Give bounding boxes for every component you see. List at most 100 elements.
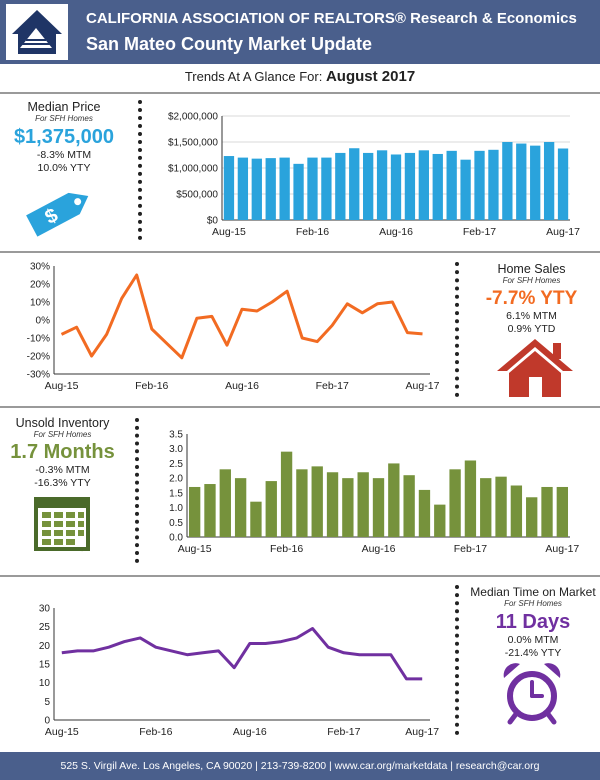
bar (403, 475, 415, 537)
car-logo (6, 4, 68, 60)
bar (474, 150, 485, 220)
bar (418, 489, 431, 537)
home-sales-chart: -30% -20% -10% 0% 10% 20% 30% Aug-15 Feb-16 Aug-1… (27, 262, 440, 393)
bar (265, 158, 276, 220)
y-tick-label: 10% (30, 298, 50, 309)
x-tick-label: Aug-17 (545, 543, 579, 555)
bar (510, 485, 523, 537)
x-tick-label: Feb-17 (463, 226, 496, 238)
x-tick-label: Aug-16 (379, 226, 413, 238)
divider (0, 251, 600, 253)
inventory-panel: Unsold Inventory For SFH Homes 1.7 Month… (0, 416, 125, 490)
home-sales-title: Home Sales (497, 262, 566, 276)
y-tick-label: 20% (30, 280, 50, 291)
bar (311, 466, 323, 537)
bar (234, 478, 247, 537)
bar (265, 481, 277, 537)
median-price-subtitle: For SFH Homes (35, 114, 93, 123)
y-tick-label: 2.5 (169, 459, 183, 470)
footer-bar: 525 S. Virgil Ave. Los Angeles, CA 90020… (0, 752, 600, 780)
y-tick-label: 1.5 (169, 488, 183, 499)
bar (188, 486, 201, 537)
median-price-yty: 10.0% YTY (37, 162, 91, 174)
house-icon (495, 335, 575, 399)
inventory-subtitle: For SFH Homes (33, 430, 92, 439)
inventory-value: 1.7 Months (10, 441, 115, 463)
divider (0, 406, 600, 408)
inventory-mtm: -0.3% MTM (35, 464, 90, 476)
bar (293, 163, 304, 220)
x-tick-label: Feb-16 (296, 226, 329, 238)
x-tick-label: Aug-15 (45, 380, 79, 392)
y-tick-label: 15 (39, 660, 51, 671)
x-tick-label: Aug-16 (225, 380, 259, 392)
y-tick-label: 0.0 (169, 533, 183, 544)
y-tick-label: 30% (30, 262, 50, 273)
bar (357, 472, 369, 537)
time-on-market-value: 11 Days (495, 611, 571, 633)
bar (204, 484, 216, 537)
bar (516, 143, 527, 220)
series-line (61, 627, 423, 681)
header-title: CALIFORNIA ASSOCIATION OF REALTORS® Rese… (86, 10, 577, 27)
bar (449, 469, 461, 537)
bar (480, 478, 492, 537)
bar (223, 156, 235, 220)
bar (404, 152, 416, 220)
bar (446, 150, 457, 220)
y-tick-label: 5 (44, 697, 50, 708)
y-tick-label: 30 (39, 604, 51, 615)
y-tick-label: $2,000,000 (168, 112, 218, 123)
dotted-separator (138, 100, 142, 240)
time-on-market-chart: 0 5 10 15 20 25 30 Aug-15 Feb-16 Aug-16 Feb-17 Aug-… (39, 604, 439, 739)
bar (307, 157, 318, 220)
glance-period: August 2017 (325, 68, 416, 85)
bar (280, 451, 293, 537)
bar (488, 149, 499, 220)
bar (543, 142, 555, 220)
bar (250, 501, 262, 537)
home-sales-mtm: 6.1% MTM (506, 310, 557, 322)
x-tick-label: Aug-17 (406, 380, 440, 392)
y-tick-label: 20 (39, 641, 51, 652)
bar (530, 145, 541, 220)
bar (321, 157, 332, 220)
median-price-panel: Median Price For SFH Homes $1,375,000 -8… (0, 100, 128, 175)
bar (557, 148, 569, 220)
header-banner: CALIFORNIA ASSOCIATION OF REALTORS® Rese… (0, 0, 600, 64)
divider (0, 575, 600, 577)
y-tick-label: 25 (39, 622, 51, 633)
bar (556, 486, 569, 537)
bar (390, 154, 402, 220)
calendar-icon (34, 496, 96, 554)
x-tick-label: Feb-16 (139, 726, 172, 738)
x-tick-label: Aug-15 (45, 726, 79, 738)
y-tick-label: -30% (27, 370, 50, 381)
bar (388, 463, 400, 537)
bar (526, 497, 538, 537)
bar (434, 504, 446, 537)
divider (0, 92, 600, 94)
y-tick-label: 1.0 (169, 503, 183, 514)
x-tick-label: Aug-16 (233, 726, 267, 738)
bar (502, 142, 513, 220)
bar (326, 472, 339, 537)
bar (372, 478, 385, 537)
home-sales-value: -7.7% YTY (485, 288, 578, 309)
x-tick-label: Aug-15 (212, 226, 246, 238)
y-tick-label: $500,000 (176, 190, 218, 201)
time-on-market-mtm: 0.0% MTM (507, 634, 559, 646)
bar (432, 153, 443, 220)
y-tick-label: 10 (39, 678, 51, 689)
bar (349, 148, 360, 220)
home-sales-ytd: 0.9% YTD (507, 323, 556, 335)
y-tick-label: -10% (27, 334, 50, 345)
home-sales-subtitle: For SFH Homes (502, 276, 561, 285)
x-tick-label: Aug-17 (405, 726, 439, 738)
y-tick-label: 0% (36, 316, 51, 327)
bar (541, 486, 553, 537)
time-on-market-yty: -21.4% YTY (504, 647, 562, 659)
x-tick-label: Feb-16 (135, 380, 168, 392)
dotted-separator (455, 262, 459, 397)
y-tick-label: 2.0 (169, 474, 183, 485)
